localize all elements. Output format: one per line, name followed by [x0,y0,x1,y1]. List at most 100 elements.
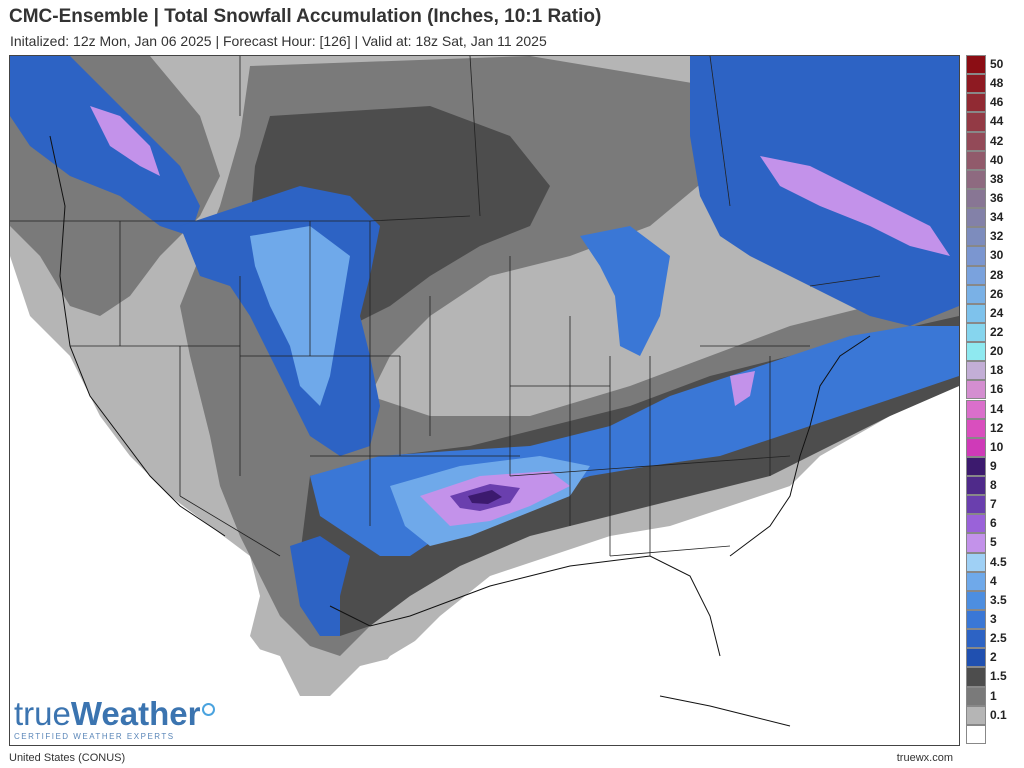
logo-word-true: true [14,695,71,732]
legend-label: 2 [990,650,997,665]
legend-swatch [966,208,986,228]
legend-swatch [966,303,986,323]
legend-label: 46 [990,95,1004,110]
legend-swatch [966,437,986,457]
legend-swatch [966,322,986,343]
snow-2in-arizona [290,536,350,636]
legend-swatch [966,246,986,266]
chart-subtitle: Initalized: 12z Mon, Jan 06 2025 | Forec… [10,33,547,49]
legend-label: 4.5 [990,554,1007,569]
legend-label: 7 [990,497,997,512]
legend-swatch [966,150,986,170]
legend-swatch [966,476,986,496]
legend-item: 18 [966,361,1022,381]
legend-label: 42 [990,133,1004,148]
no-snow-area-south [350,456,959,745]
legend-item: 16 [966,380,1022,400]
legend-item: 9 [966,456,1022,477]
legend-label: 4 [990,573,997,588]
legend-label: 20 [990,344,1004,359]
legend-label: 44 [990,114,1004,129]
legend-swatch [966,514,986,534]
legend-item: 44 [966,112,1022,132]
legend-label: 9 [990,458,997,473]
legend-swatch [966,93,986,113]
legend-swatch [966,686,986,706]
legend-swatch [966,724,986,744]
legend-item: 42 [966,131,1022,151]
legend-swatch [966,112,986,132]
legend-label: 6 [990,516,997,531]
legend-label: 40 [990,152,1004,167]
map-canvas [10,56,959,745]
region-label: United States (CONUS) [9,752,126,764]
trueweather-logo: trueWeather CERTIFIED WEATHER EXPERTS [14,697,274,743]
snow-5in-quebec [760,156,950,256]
legend-item: 3.5 [966,590,1022,610]
legend-label: 30 [990,248,1004,263]
legend-label: 5 [990,535,997,550]
legend-swatch [966,705,986,725]
legend-label: 1 [990,688,997,703]
legend-swatch [966,533,986,553]
legend-label: 10 [990,439,1004,454]
legend-label: 1.5 [990,669,1007,684]
site-label: truewx.com [896,752,953,764]
legend-swatch [966,284,986,304]
legend-item: 30 [966,246,1022,266]
color-legend: 50 48 46 44 42 40 38 36 34 32 30 28 26 24 22 20 18 16 14 12… [966,55,1022,744]
legend-item: 28 [966,265,1022,285]
legend-item: 34 [966,208,1022,228]
legend-item: 5 [966,533,1022,553]
legend-swatch [966,456,986,477]
legend-item: 10 [966,437,1022,457]
legend-label: 48 [990,76,1004,91]
legend-item: 20 [966,342,1022,362]
legend-label: 34 [990,210,1004,225]
legend-swatch [966,629,986,649]
legend-item: 1 [966,686,1022,706]
legend-swatch [966,361,986,381]
legend-swatch [966,552,986,572]
legend-label: 50 [990,57,1004,71]
legend-label: 12 [990,420,1004,435]
legend-item: 32 [966,227,1022,247]
legend-label: 18 [990,363,1004,378]
legend-item: 8 [966,476,1022,496]
legend-label: 14 [990,401,1004,416]
legend-label: 22 [990,324,1004,339]
legend-item: 2 [966,648,1022,668]
legend-item: 48 [966,74,1022,94]
legend-swatch [966,399,986,419]
legend-swatch [966,131,986,151]
logo-dot-icon [202,703,216,716]
legend-swatch [966,418,986,438]
legend-swatch [966,648,986,668]
legend-item: 1.5 [966,667,1022,687]
coastline [49,135,871,727]
logo-tagline: CERTIFIED WEATHER EXPERTS [14,732,175,741]
legend-label: 36 [990,190,1004,205]
legend-item [966,724,1022,744]
legend-item: 6 [966,514,1022,534]
legend-swatch [966,610,986,630]
boundary-lines [10,56,881,557]
legend-item: 50 [966,55,1022,75]
legend-label: 8 [990,478,997,493]
snow-5in-virginia [730,371,755,406]
legend-item: 12 [966,418,1022,438]
snow-3-5in-rockies [250,226,350,406]
legend-swatch [966,342,986,362]
legend-swatch [966,227,986,247]
legend-item: 38 [966,169,1022,189]
legend-item: 14 [966,399,1022,419]
snowfall-map [9,55,960,746]
legend-swatch [966,265,986,285]
legend-item: 4.5 [966,552,1022,572]
legend-item: 3 [966,610,1022,630]
legend-label: 38 [990,171,1004,186]
legend-label: 16 [990,382,1004,397]
snow-5in-nw [90,106,160,176]
legend-swatch [966,74,986,94]
legend-label: 3.5 [990,592,1007,607]
